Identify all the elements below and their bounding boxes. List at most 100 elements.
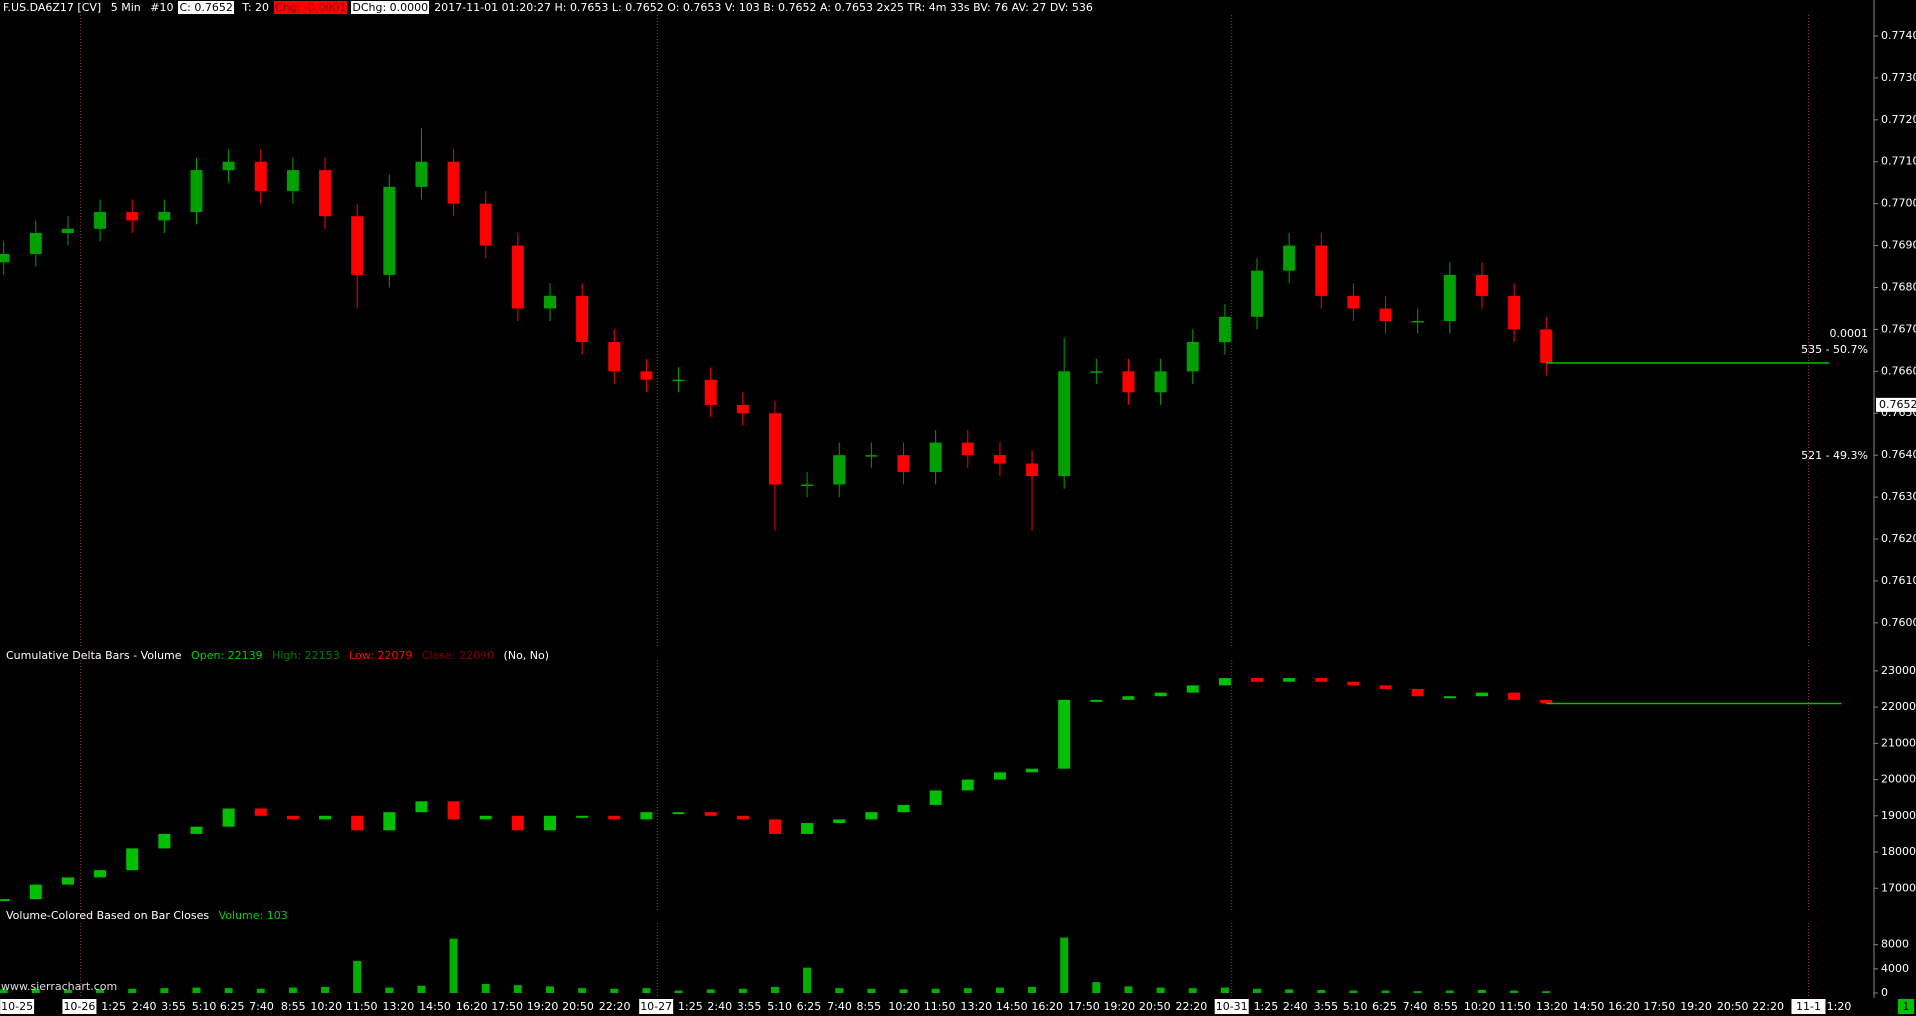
y-tick-label: 0.7730 bbox=[1881, 71, 1916, 84]
delta-bar bbox=[1508, 692, 1521, 700]
volume-bar bbox=[1188, 988, 1197, 993]
annotation: 535 - 50.7% bbox=[1801, 343, 1868, 356]
candle-body bbox=[61, 228, 74, 233]
delta-bar bbox=[608, 815, 621, 820]
delta-bar bbox=[1443, 696, 1456, 699]
delta-bar bbox=[1090, 699, 1103, 702]
delta-bar bbox=[126, 848, 139, 871]
candle-body bbox=[254, 161, 267, 192]
time-label: 17:50 bbox=[1644, 1000, 1676, 1013]
volume-bar bbox=[1413, 991, 1422, 993]
time-label: 10-25 bbox=[1, 1000, 33, 1013]
time-label: 2:40 bbox=[132, 1000, 157, 1013]
candle-body bbox=[447, 161, 460, 204]
delta-bar bbox=[415, 801, 428, 813]
volume-bar bbox=[1510, 990, 1519, 993]
y-tick-label: 20000 bbox=[1881, 773, 1916, 786]
volume-bar bbox=[1477, 989, 1486, 993]
time-label: 11:50 bbox=[924, 1000, 956, 1013]
close: C: 0.7652 bbox=[178, 1, 234, 14]
delta-bar bbox=[833, 819, 846, 824]
day-label-box bbox=[1214, 999, 1249, 1014]
delta-bar bbox=[479, 815, 492, 820]
candle-body bbox=[1443, 274, 1456, 322]
time-label: 13:20 bbox=[1536, 1000, 1568, 1013]
y-tick-label: 21000 bbox=[1881, 736, 1916, 749]
delta-bar bbox=[1218, 678, 1231, 686]
volume-bar bbox=[835, 988, 844, 993]
last-price-label: 0.7652 bbox=[1879, 398, 1916, 411]
volume-bar bbox=[1253, 988, 1262, 993]
candle-body bbox=[768, 413, 781, 485]
candle-body bbox=[286, 170, 299, 192]
candle-body bbox=[897, 455, 910, 472]
candle-body bbox=[640, 371, 653, 380]
legend-open: Open: 22139 bbox=[191, 649, 263, 662]
y-tick-label: 0.7720 bbox=[1881, 113, 1916, 126]
delta-bar bbox=[1026, 768, 1039, 773]
volume-bar bbox=[0, 989, 8, 993]
volume-bar bbox=[545, 986, 554, 993]
volume-bar bbox=[995, 987, 1004, 993]
delta-bar bbox=[286, 815, 299, 820]
candle-body bbox=[1315, 245, 1328, 296]
candle-body bbox=[126, 212, 139, 221]
candle-body bbox=[158, 212, 171, 221]
time-label: 7:40 bbox=[1403, 1000, 1428, 1013]
time-label: 19:20 bbox=[527, 1000, 559, 1013]
time-label: 19:20 bbox=[1103, 1000, 1135, 1013]
volume-bar bbox=[1317, 989, 1326, 993]
volume-bar bbox=[674, 990, 683, 993]
candle-body bbox=[1058, 371, 1071, 477]
time-label: 8:55 bbox=[281, 1000, 306, 1013]
volume-bar bbox=[1156, 987, 1165, 993]
volume-bar bbox=[449, 938, 458, 993]
time-label: 8:55 bbox=[1433, 1000, 1458, 1013]
time-label: 20:50 bbox=[562, 1000, 594, 1013]
delta-bar bbox=[1154, 692, 1167, 697]
delta-bar bbox=[351, 815, 364, 831]
interval: 5 Min bbox=[110, 1, 141, 14]
time-label: 10-27 bbox=[640, 1000, 672, 1013]
volume-bar bbox=[31, 988, 40, 993]
time-label: 20:50 bbox=[1717, 1000, 1749, 1013]
volume-bar bbox=[803, 967, 812, 993]
volume-bar bbox=[642, 988, 651, 993]
legend-close: Close: 22090 bbox=[421, 649, 495, 662]
delta-bar bbox=[1411, 688, 1424, 697]
delta-bar bbox=[801, 823, 814, 834]
delta-bar bbox=[94, 870, 107, 878]
time-label: 5:10 bbox=[767, 1000, 792, 1013]
delta-bar bbox=[222, 808, 235, 827]
delta-bar bbox=[319, 815, 332, 820]
time-label: 14:50 bbox=[1573, 1000, 1605, 1013]
delta-bar bbox=[576, 815, 589, 818]
candle-body bbox=[1540, 329, 1553, 363]
time-label: 14:50 bbox=[996, 1000, 1028, 1013]
delta-bar bbox=[1186, 685, 1199, 693]
y-tick-label: 8000 bbox=[1881, 938, 1909, 951]
candle-body bbox=[704, 379, 717, 405]
candle-body bbox=[865, 455, 878, 457]
daily-change: DChg: 0.0000 bbox=[351, 1, 430, 14]
time-label: 20:50 bbox=[1139, 1000, 1171, 1013]
candle-body bbox=[1122, 371, 1135, 393]
time-label: 1:25 bbox=[678, 1000, 703, 1013]
delta-bar bbox=[61, 877, 74, 885]
volume-bar bbox=[385, 987, 394, 993]
candle-body bbox=[993, 455, 1006, 464]
candle-body bbox=[1475, 274, 1488, 296]
time-label: 22:20 bbox=[1176, 1000, 1208, 1013]
candle-body bbox=[736, 404, 749, 414]
delta-bar bbox=[929, 790, 942, 805]
volume-bar bbox=[481, 983, 490, 993]
time-label: 17:50 bbox=[491, 1000, 523, 1013]
delta-bar bbox=[254, 808, 267, 816]
volume-bar bbox=[192, 987, 201, 993]
last-price-box bbox=[1876, 397, 1916, 412]
delta-bar bbox=[768, 819, 781, 834]
volume-bar bbox=[256, 988, 265, 993]
delta-bar bbox=[158, 833, 171, 849]
volume-legend: Volume-Colored Based on Bar Closes Volum… bbox=[6, 909, 294, 922]
volume-bar bbox=[321, 986, 330, 993]
